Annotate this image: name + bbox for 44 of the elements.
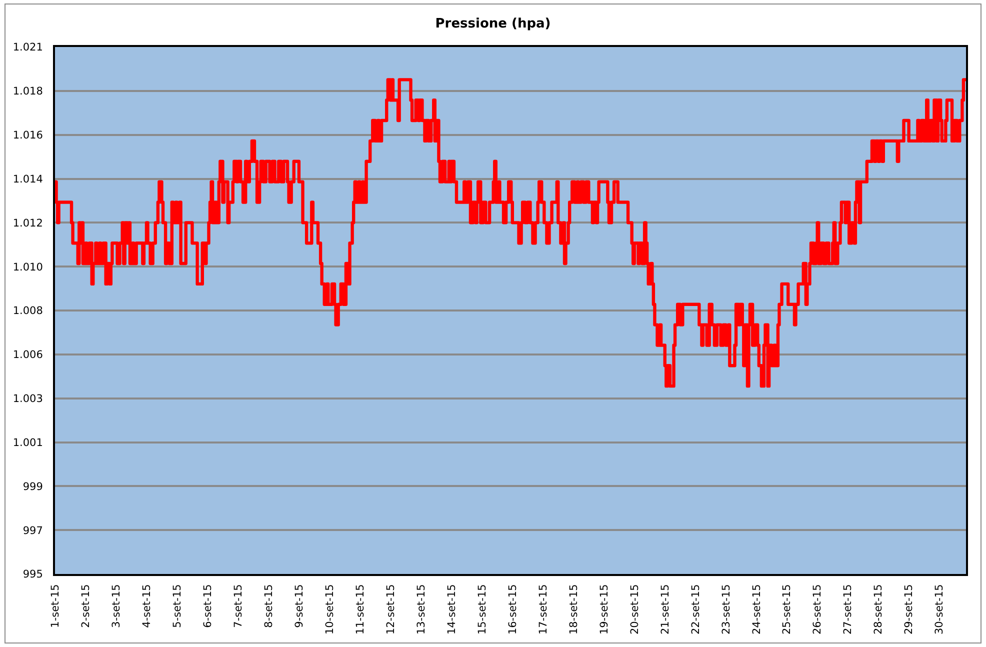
x-tick-label: 4-set-15 bbox=[140, 584, 153, 628]
x-tick-label: 17-set-15 bbox=[537, 584, 550, 635]
x-tick-label: 14-set-15 bbox=[446, 584, 458, 635]
x-tick-label: 19-set-15 bbox=[598, 584, 610, 635]
x-tick-label: 6-set-15 bbox=[202, 584, 214, 628]
x-tick-label: 1-set-15 bbox=[49, 584, 62, 628]
x-tick-label: 28-set-15 bbox=[872, 584, 885, 635]
x-tick-label: 8-set-15 bbox=[262, 584, 275, 628]
x-tick-label: 11-set-15 bbox=[354, 584, 366, 635]
y-tick-label: 1.003 bbox=[12, 393, 43, 406]
x-tick-label: 30-set-15 bbox=[934, 584, 946, 635]
x-tick-label: 5-set-15 bbox=[171, 584, 184, 628]
x-tick-label: 26-set-15 bbox=[812, 584, 824, 635]
x-tick-label: 10-set-15 bbox=[324, 584, 336, 635]
x-tick-label: 24-set-15 bbox=[750, 584, 763, 635]
x-tick-label: 12-set-15 bbox=[384, 584, 397, 635]
x-tick-label: 3-set-15 bbox=[110, 584, 122, 628]
x-tick-label: 21-set-15 bbox=[659, 584, 672, 635]
x-tick-label: 22-set-15 bbox=[690, 584, 702, 635]
y-tick-label: 999 bbox=[22, 480, 43, 493]
x-tick-label: 15-set-15 bbox=[476, 584, 488, 635]
y-tick-label: 1.014 bbox=[12, 173, 44, 186]
x-tick-label: 9-set-15 bbox=[293, 584, 306, 628]
chart-title: Pressione (hpa) bbox=[435, 16, 551, 32]
y-tick-label: 1.010 bbox=[12, 261, 43, 274]
y-tick-label: 997 bbox=[22, 524, 43, 537]
y-tick-label: 1.021 bbox=[12, 42, 43, 54]
y-tick-label: 1.018 bbox=[12, 86, 43, 98]
y-tick-label: 1.006 bbox=[12, 349, 44, 362]
x-tick-label: 25-set-15 bbox=[781, 584, 794, 635]
y-tick-label: 1.008 bbox=[12, 305, 43, 318]
x-tick-label: 20-set-15 bbox=[628, 584, 641, 635]
x-tick-label: 2-set-15 bbox=[80, 584, 92, 628]
x-tick-label: 7-set-15 bbox=[232, 584, 244, 628]
y-tick-label: 1.016 bbox=[12, 130, 44, 142]
x-tick-label: 18-set-15 bbox=[568, 584, 580, 635]
y-tick-label: 1.001 bbox=[12, 436, 43, 449]
y-tick-label: 1.012 bbox=[12, 217, 43, 230]
x-tick-label: 29-set-15 bbox=[903, 584, 916, 635]
x-tick-label: 23-set-15 bbox=[720, 584, 732, 635]
y-tick-label: 995 bbox=[22, 568, 43, 581]
x-tick-label: 13-set-15 bbox=[415, 584, 428, 635]
x-tick-label: 16-set-15 bbox=[506, 584, 519, 635]
x-tick-label: 27-set-15 bbox=[842, 584, 854, 635]
